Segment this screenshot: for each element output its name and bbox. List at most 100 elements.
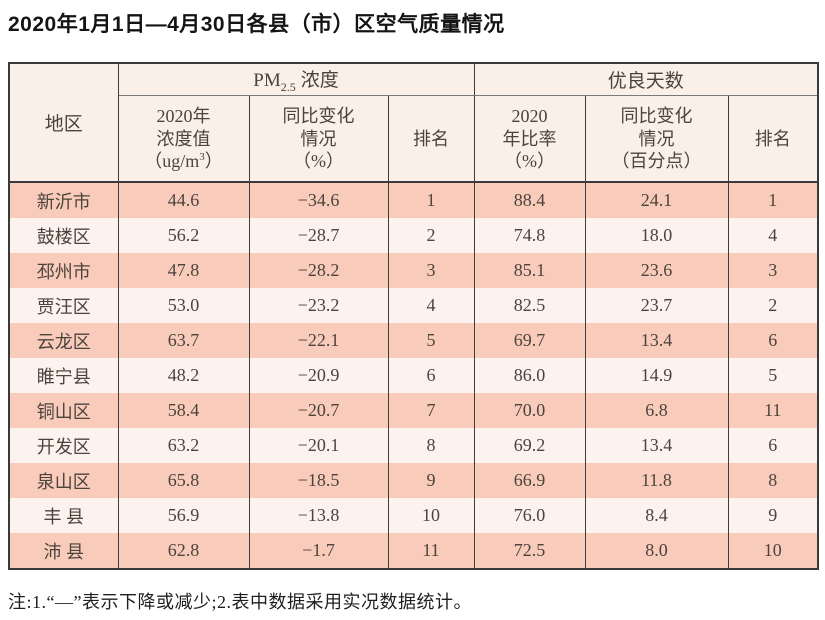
region-cell: 云龙区 — [8, 323, 119, 359]
good-rank-cell: 1 — [727, 182, 819, 219]
pm-value-cell: 47.8 — [117, 253, 250, 289]
pm25-subscript: 2.5 — [280, 79, 296, 94]
column-header-good-change: 同比变化 情况 （百分点） — [584, 95, 729, 184]
pm-value-cell: 56.9 — [117, 498, 250, 534]
table-row: 沛 县 62.8 −1.7 11 72.5 8.0 10 — [8, 533, 819, 570]
header-line: （ug/m3） — [119, 150, 249, 173]
good-rate-cell: 72.5 — [473, 533, 586, 570]
header-line: （百分点） — [611, 151, 702, 171]
good-change-cell: 14.9 — [584, 358, 729, 394]
good-rank-cell: 11 — [727, 393, 819, 429]
pm-rank-cell: 9 — [387, 463, 475, 499]
header-line: 2020年 — [156, 106, 211, 126]
pm-value-cell: 63.2 — [117, 428, 250, 464]
column-header-pm-rank: 排名 — [387, 95, 475, 184]
pm-change-cell: −20.7 — [248, 393, 389, 429]
header-line: 同比变化 — [620, 106, 693, 126]
good-rate-cell: 88.4 — [473, 182, 586, 219]
good-rate-cell: 82.5 — [473, 288, 586, 324]
unit-text: ） — [204, 151, 223, 171]
column-header-good-rate: 2020 年比率 （%） — [473, 95, 586, 184]
column-group-pm25: PM2.5 浓度 — [117, 63, 475, 97]
pm-change-cell: −28.7 — [248, 218, 389, 254]
good-change-cell: 23.6 — [584, 253, 729, 289]
good-rank-cell: 2 — [727, 288, 819, 324]
pm-rank-cell: 4 — [387, 288, 475, 324]
header-line: 情况 — [638, 128, 675, 149]
region-cell: 铜山区 — [8, 393, 119, 429]
column-header-region: 地区 — [8, 63, 119, 184]
good-change-cell: 13.4 — [584, 428, 729, 464]
pm-value-cell: 44.6 — [117, 182, 250, 219]
pm-rank-cell: 5 — [387, 323, 475, 359]
table-header: 地区 PM2.5 浓度 优良天数 2020年 浓度值 （ug/m3） 同比变化 情… — [8, 63, 819, 184]
table-body: 新沂市 44.6 −34.6 1 88.4 24.1 1 鼓楼区 56.2 −2… — [8, 182, 819, 570]
table-row: 睢宁县 48.2 −20.9 6 86.0 14.9 5 — [8, 358, 819, 394]
table-row: 开发区 63.2 −20.1 8 69.2 13.4 6 — [8, 428, 819, 464]
table-row: 泉山区 65.8 −18.5 9 66.9 11.8 8 — [8, 463, 819, 499]
good-rank-cell: 6 — [727, 428, 819, 464]
pm-value-cell: 48.2 — [117, 358, 250, 394]
table-row: 贾汪区 53.0 −23.2 4 82.5 23.7 2 — [8, 288, 819, 324]
air-quality-table: 地区 PM2.5 浓度 优良天数 2020年 浓度值 （ug/m3） 同比变化 情… — [8, 62, 820, 571]
unit-text: （ug/m — [144, 151, 200, 171]
good-rank-cell: 9 — [727, 498, 819, 534]
pm-change-cell: −20.1 — [248, 428, 389, 464]
good-rate-cell: 69.2 — [473, 428, 586, 464]
pm-value-cell: 63.7 — [117, 323, 250, 359]
pm-rank-cell: 8 — [387, 428, 475, 464]
footnote: 注:1.“—”表示下降或减少;2.表中数据采用实况数据统计。 — [8, 592, 472, 613]
header-line: 同比变化 — [282, 106, 355, 126]
region-cell: 新沂市 — [8, 182, 119, 219]
unit-superscript: 3 — [199, 151, 205, 163]
pm-change-cell: −22.1 — [248, 323, 389, 359]
sub-header-row: 2020年 浓度值 （ug/m3） 同比变化 情况 （%） 排名 2020 年比… — [9, 95, 819, 184]
page-title: 2020年1月1日—4月30日各县（市）区空气质量情况 — [8, 13, 505, 36]
pm-value-cell: 56.2 — [117, 218, 250, 254]
region-cell: 沛 县 — [8, 533, 119, 570]
good-rank-cell: 10 — [727, 533, 819, 570]
header-line: 情况 — [300, 128, 337, 149]
pm-value-cell: 53.0 — [117, 288, 250, 324]
region-cell: 鼓楼区 — [8, 218, 119, 254]
good-change-cell: 13.4 — [584, 323, 729, 359]
column-header-pm-concentration: 2020年 浓度值 （ug/m3） — [117, 95, 250, 184]
table-row: 鼓楼区 56.2 −28.7 2 74.8 18.0 4 — [8, 218, 819, 254]
region-cell: 邳州市 — [8, 253, 119, 289]
good-rank-cell: 4 — [727, 218, 819, 254]
region-cell: 贾汪区 — [8, 288, 119, 324]
pm-change-cell: −28.2 — [248, 253, 389, 289]
good-change-cell: 6.8 — [584, 393, 729, 429]
good-rate-cell: 70.0 — [473, 393, 586, 429]
good-rate-cell: 76.0 — [473, 498, 586, 534]
column-header-good-rank: 排名 — [727, 95, 819, 184]
column-group-good-days: 优良天数 — [473, 63, 819, 97]
pm-rank-cell: 10 — [387, 498, 475, 534]
pm25-label-suffix: 浓度 — [300, 69, 339, 91]
table-row: 邳州市 47.8 −28.2 3 85.1 23.6 3 — [8, 253, 819, 289]
table-row: 云龙区 63.7 −22.1 5 69.7 13.4 6 — [8, 323, 819, 359]
good-rank-cell: 8 — [727, 463, 819, 499]
table-row: 丰 县 56.9 −13.8 10 76.0 8.4 9 — [8, 498, 819, 534]
header-line: （%） — [504, 151, 555, 171]
table-row: 铜山区 58.4 −20.7 7 70.0 6.8 11 — [8, 393, 819, 429]
good-rank-cell: 5 — [727, 358, 819, 394]
group-header-row: 地区 PM2.5 浓度 优良天数 — [8, 63, 819, 184]
good-rate-cell: 86.0 — [473, 358, 586, 394]
pm-value-cell: 62.8 — [117, 533, 250, 570]
good-change-cell: 8.0 — [584, 533, 729, 570]
pm-change-cell: −20.9 — [248, 358, 389, 394]
good-change-cell: 8.4 — [584, 498, 729, 534]
good-rank-cell: 3 — [727, 253, 819, 289]
pm-rank-cell: 3 — [387, 253, 475, 289]
region-cell: 睢宁县 — [8, 358, 119, 394]
header-line: 浓度值 — [156, 128, 211, 149]
region-cell: 丰 县 — [8, 498, 119, 534]
header-line: （%） — [293, 151, 344, 171]
good-change-cell: 23.7 — [584, 288, 729, 324]
good-rate-cell: 74.8 — [473, 218, 586, 254]
pm-change-cell: −13.8 — [248, 498, 389, 534]
pm25-label-prefix: PM — [253, 69, 281, 91]
good-change-cell: 24.1 — [584, 182, 729, 219]
